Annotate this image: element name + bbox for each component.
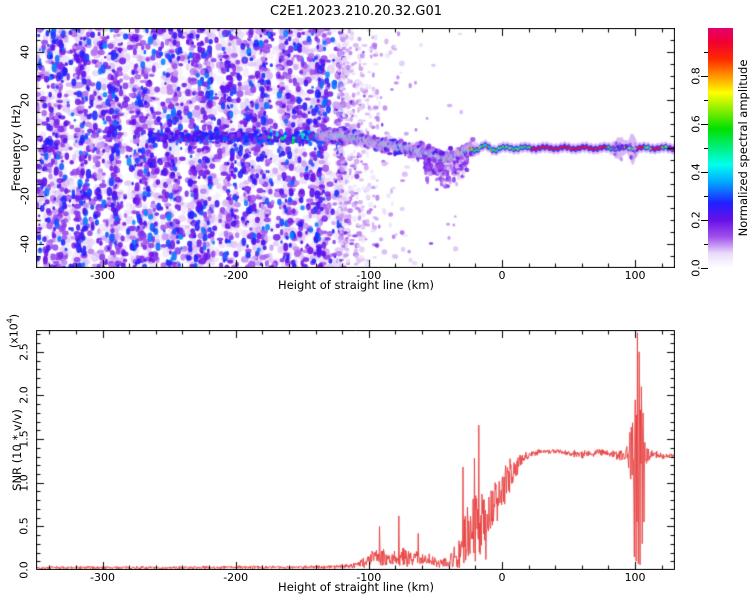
y-tick-label: 0.0 (17, 561, 31, 579)
y-tick-label: -40 (18, 235, 32, 253)
colorbar-tick-label: 0.2 (689, 211, 703, 229)
colorbar-minor-tick (704, 100, 708, 101)
colorbar-label: Normalized spectral amplitude (736, 59, 750, 237)
colorbar-tick-label: 0.8 (689, 67, 703, 85)
y-tick-label: 0.5 (17, 517, 31, 536)
exponent-value: 4 (5, 318, 15, 324)
x-tick-label: -100 (356, 269, 382, 282)
x-tick-label: -300 (90, 269, 116, 282)
x-tick-label: -200 (223, 571, 249, 584)
x-tick-label: -100 (356, 571, 382, 584)
y-tick-label: 20 (18, 93, 32, 107)
colorbar-tick-label: 0.4 (689, 163, 703, 181)
x-tick-label: 100 (624, 571, 646, 584)
colorbar-minor-tick (704, 148, 708, 149)
y-tick-label: 1.0 (17, 473, 31, 492)
colorbar-tick (701, 220, 708, 221)
y-tick-label: 2.0 (17, 386, 31, 405)
y-tick-label: 40 (18, 45, 32, 59)
colorbar-tick-label: 0.6 (689, 115, 703, 133)
y-tick-label: 2.5 (17, 343, 31, 361)
colorbar-tick (701, 268, 708, 269)
x-tick-label: 0 (498, 571, 506, 584)
colorbar-tick (701, 124, 708, 125)
colorbar-minor-tick (704, 244, 708, 245)
colorbar-tick (701, 76, 708, 77)
x-tick-label: 0 (498, 269, 506, 282)
snr-canvas (36, 330, 675, 570)
y-tick-label: 1.5 (17, 430, 31, 448)
spectrogram-canvas (36, 28, 675, 268)
x-tick-label: -300 (90, 571, 116, 584)
y-tick-label: -20 (18, 187, 32, 205)
snr-x-axis-label: Height of straight line (km) (278, 580, 434, 594)
y-tick-label: 0 (18, 144, 32, 152)
colorbar-gradient (708, 28, 733, 268)
exponent-suffix: ) (7, 313, 21, 319)
x-tick-label: 100 (624, 269, 646, 282)
x-tick-label: -200 (223, 269, 249, 282)
colorbar-minor-tick (704, 196, 708, 197)
colorbar-tick-label: 0.0 (689, 259, 703, 277)
colorbar-tick (701, 172, 708, 173)
page-title: C2E1.2023.210.20.32.G01 (269, 4, 443, 19)
colorbar-minor-tick (704, 52, 708, 53)
spectrogram-x-axis-label: Height of straight line (km) (278, 278, 434, 292)
